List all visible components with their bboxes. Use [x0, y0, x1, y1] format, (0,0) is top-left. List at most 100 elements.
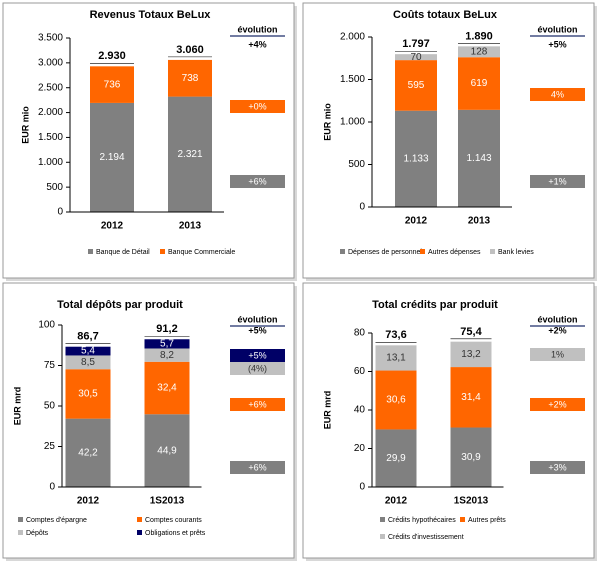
evolution-box: [530, 175, 585, 188]
x-tick-label: 1S2013: [150, 496, 185, 507]
bar-segment: [458, 109, 500, 207]
value-label: 1.143: [466, 153, 491, 164]
evolution-box: [230, 362, 285, 375]
total-label: 91,2: [156, 323, 177, 335]
legend-label: Bank levies: [498, 249, 534, 256]
evolution-label: 4%: [551, 89, 564, 99]
legend-label: Obligations et prêts: [145, 530, 206, 537]
value-label: 30,6: [386, 395, 406, 406]
y-tick-label: 3.500: [38, 33, 63, 44]
evolution-box: [230, 175, 285, 188]
legend-label: Autres dépenses: [428, 249, 481, 256]
y-tick-label: 1.500: [340, 74, 365, 85]
y-tick-label: 1.000: [38, 157, 63, 168]
evolution-title: évolution: [538, 24, 578, 34]
legend-label: Banque Commerciale: [168, 249, 235, 256]
value-label: 1.133: [403, 153, 428, 164]
bar-segment: [144, 361, 190, 415]
total-label: 73,6: [385, 329, 406, 341]
bar-segment: [450, 367, 492, 428]
legend-label: Banque de Détail: [96, 249, 150, 256]
value-label: 31,4: [461, 392, 481, 403]
evolution-label: (4%): [248, 363, 267, 373]
bar-segment: [168, 96, 212, 212]
evolution-box: [530, 398, 585, 411]
total-label: 1.890: [465, 30, 493, 42]
total-evolution: +5%: [248, 325, 266, 335]
total-evolution: +5%: [548, 39, 566, 49]
bar-segment: [395, 110, 437, 207]
evolution-title: évolution: [238, 24, 278, 34]
bar-segment: [395, 60, 437, 111]
y-tick-label: 2.500: [38, 82, 63, 93]
value-label: 595: [408, 80, 425, 91]
evolution-title: évolution: [538, 314, 578, 324]
panel: [2, 2, 295, 279]
value-label: 44,9: [157, 445, 177, 456]
total-label: 86,7: [77, 330, 98, 342]
y-axis-title: EUR mrd: [322, 391, 332, 430]
legend-swatch: [460, 517, 465, 522]
y-tick-label: 1.000: [340, 117, 365, 128]
bar-segment: [168, 59, 212, 97]
y-tick-label: 0: [359, 202, 365, 213]
evolution-label: 1%: [551, 349, 564, 359]
value-label: 619: [471, 78, 488, 89]
chart-title: Revenus Totaux BeLux: [90, 9, 212, 21]
value-label: 29,9: [386, 453, 406, 464]
y-tick-label: 25: [44, 441, 56, 452]
value-label: 2.194: [99, 152, 124, 163]
legend-swatch: [380, 517, 385, 522]
bar-segment: [375, 429, 417, 487]
chart-title: Coûts totaux BeLux: [393, 9, 498, 21]
value-label: 13,1: [386, 353, 406, 364]
total-evolution: +2%: [548, 325, 566, 335]
value-label: 42,2: [78, 447, 98, 458]
y-tick-label: 3.000: [38, 57, 63, 68]
legend-swatch: [137, 517, 142, 522]
chart-panel: Revenus Totaux BeLux EUR mio 0 500 1.000 1.50…: [20, 9, 285, 256]
legend-swatch: [340, 249, 345, 254]
legend-label: Dépenses de personnel: [348, 249, 422, 256]
y-tick-label: 80: [354, 328, 366, 339]
bar-segment: [144, 339, 190, 349]
bar-segment: [458, 46, 500, 58]
bar-segment: [65, 355, 111, 370]
bar-segment: [65, 369, 111, 419]
bar-segment: [375, 345, 417, 371]
x-tick-label: 1S2013: [454, 496, 489, 507]
evolution-label: +6%: [248, 176, 266, 186]
value-label: 5,7: [160, 339, 174, 350]
y-tick-label: 500: [46, 182, 63, 193]
value-label: 8,2: [160, 350, 174, 361]
bar-segment: [90, 102, 134, 212]
evolution-box: [230, 349, 285, 362]
y-tick-label: 60: [354, 366, 366, 377]
evolution-title: évolution: [238, 314, 278, 324]
legend-swatch: [18, 530, 23, 535]
value-label: 5,4: [81, 346, 95, 357]
value-label: 128: [471, 46, 488, 57]
bar-segment: [450, 427, 492, 487]
value-label: 13,2: [461, 349, 481, 360]
total-label: 2.930: [98, 50, 126, 62]
legend-swatch: [88, 249, 93, 254]
value-label: 736: [104, 79, 121, 90]
evolution-box: [230, 100, 285, 113]
chart-panel: Total crédits par produit EUR mrd 0 20 40 60 8…: [322, 299, 585, 541]
bar-segment: [450, 341, 492, 368]
y-tick-label: 2.000: [38, 107, 63, 118]
bar-segment: [375, 370, 417, 430]
evolution-box: [530, 348, 585, 361]
total-label: 75,4: [460, 326, 482, 338]
y-tick-label: 500: [348, 159, 365, 170]
value-label: 70: [410, 52, 422, 63]
legend-swatch: [420, 249, 425, 254]
chart-panel: Coûts totaux BeLux EUR mio 0 500 1.000 1.500 2…: [322, 9, 585, 256]
evolution-label: +6%: [248, 462, 266, 472]
y-axis-title: EUR mio: [322, 103, 332, 141]
evolution-label: +1%: [548, 176, 566, 186]
bar-segment: [458, 57, 500, 110]
bar-segment: [144, 414, 190, 487]
